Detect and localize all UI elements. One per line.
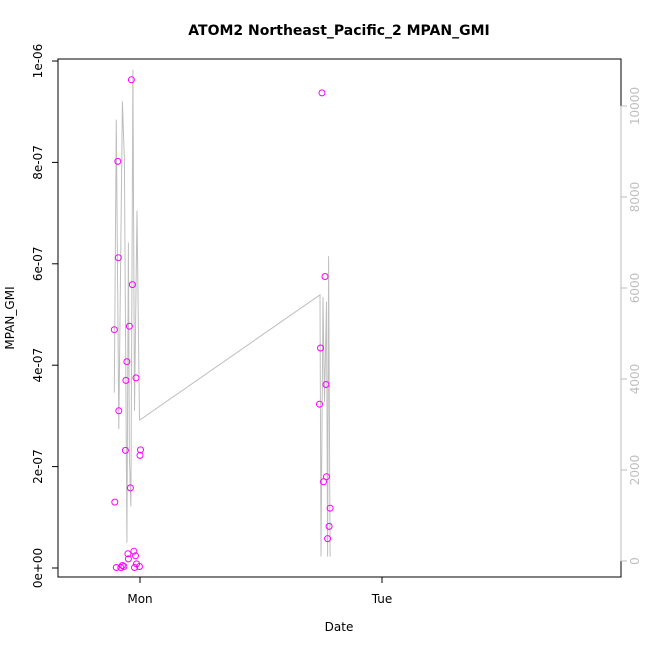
left-tick-label: 4e-07 [31, 348, 45, 383]
data-point [317, 344, 324, 352]
data-point [137, 446, 144, 454]
data-point [123, 358, 131, 366]
left-tick-label: 6e-07 [31, 246, 45, 281]
data-point [118, 562, 126, 569]
right-tick-label: 10000 [628, 87, 642, 125]
data-point [115, 407, 123, 415]
data-point [117, 564, 125, 571]
data-point [128, 281, 136, 289]
data-point [112, 564, 120, 571]
data-point [318, 89, 326, 97]
right-tick-label: 0 [628, 557, 642, 565]
data-point [325, 522, 333, 530]
data-point [322, 381, 330, 388]
left-tick-label: 8e-07 [31, 145, 45, 180]
right-tick-label: 8000 [628, 182, 642, 213]
data-point [114, 157, 122, 165]
data-point [130, 547, 138, 555]
bottom-tick-label: Mon [127, 592, 152, 606]
data-point [132, 552, 139, 560]
data-point [132, 374, 140, 382]
data-point [127, 76, 135, 84]
right-tick-label: 2000 [628, 455, 642, 486]
data-point [316, 400, 323, 408]
bottom-axis: Mon Tue [127, 576, 393, 606]
data-point [110, 326, 118, 334]
data-point [125, 322, 133, 330]
data-point [136, 563, 143, 570]
right-tick-label: 6000 [628, 273, 642, 304]
series-line-layer [113, 69, 331, 557]
chart-title: ATOM2 Northeast_Pacific_2 MPAN_GMI [188, 23, 489, 39]
data-point [323, 473, 330, 481]
left-tick-label: 0e+00 [31, 548, 45, 588]
plot-frame [57, 58, 622, 578]
right-axis: 0 2000 4000 6000 8000 10000 [620, 87, 642, 565]
data-point [121, 446, 129, 454]
series-points-layer [110, 76, 334, 571]
data-point [320, 478, 327, 486]
y-axis-label: MPAN_GMI [3, 286, 17, 349]
data-point [324, 535, 332, 543]
data-point [126, 484, 134, 492]
data-point [111, 498, 119, 506]
right-tick-label: 4000 [628, 364, 642, 395]
data-point [122, 376, 130, 384]
left-axis: 0e+00 2e-07 4e-07 6e-07 8e-07 1e-06 [31, 44, 59, 588]
bottom-tick-label: Tue [371, 592, 393, 606]
left-tick-label: 2e-07 [31, 449, 45, 484]
data-point [124, 555, 132, 563]
data-point [326, 504, 334, 512]
series-line [113, 69, 331, 557]
data-point [120, 563, 128, 570]
data-point [114, 254, 122, 262]
left-tick-label: 1e-06 [31, 44, 45, 79]
data-point [124, 550, 132, 558]
data-point [321, 273, 329, 280]
x-axis-label: Date [325, 620, 354, 634]
data-point [131, 564, 138, 571]
